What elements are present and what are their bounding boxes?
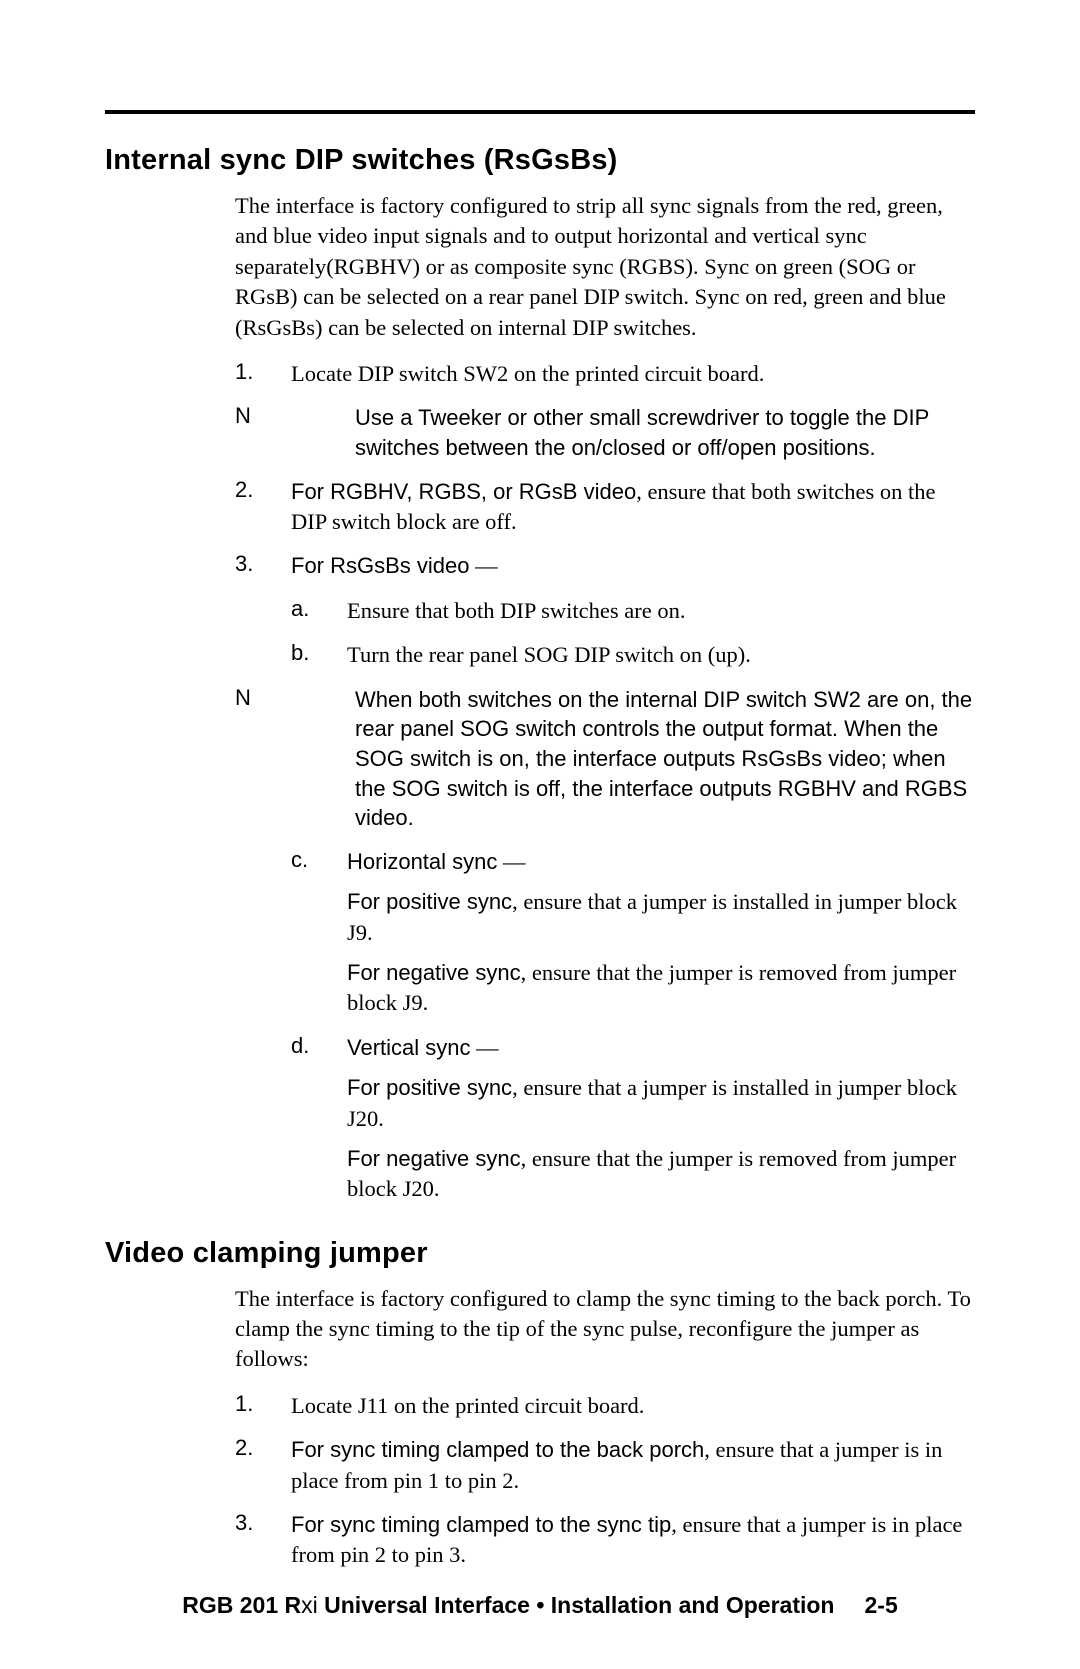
page-footer: RGB 201 Rxi Universal Interface • Instal…	[0, 1592, 1080, 1619]
section2-intro: The interface is factory configured to c…	[235, 1284, 975, 1375]
s2-step-3: 3. For sync timing clamped to the sync t…	[235, 1510, 975, 1571]
step-text: For sync timing clamped to the sync tip,…	[291, 1510, 975, 1571]
s3d-p1: For positive sync, ensure that a jumper …	[347, 1073, 975, 1134]
footer-page-number: 2-5	[865, 1592, 898, 1618]
s3c-p1-lead: For positive sync	[347, 889, 512, 914]
note-1: N Use a Tweeker or other small screwdriv…	[235, 403, 975, 462]
sub-letter: c.	[291, 847, 347, 1019]
footer-title-2: xi	[301, 1592, 318, 1618]
s3d-p2: For negative sync, ensure that the jumpe…	[347, 1144, 975, 1205]
step-3c: c. Horizontal sync — For positive sync, …	[291, 847, 975, 1019]
footer-title-1: RGB 201 R	[182, 1592, 301, 1618]
step-number: 1.	[235, 1391, 291, 1421]
s2-step-2: 2. For sync timing clamped to the back p…	[235, 1435, 975, 1496]
s2-step3-lead: For sync timing clamped to the sync tip	[291, 1512, 671, 1537]
s3d-p2-lead: For negative sync	[347, 1146, 521, 1171]
step-number: 2.	[235, 477, 291, 538]
step-3d: d. Vertical sync — For positive sync, en…	[291, 1033, 975, 1205]
s2-step-1: 1. Locate J11 on the printed circuit boa…	[235, 1391, 975, 1421]
top-rule	[105, 110, 975, 114]
note-2: N When both switches on the internal DIP…	[235, 685, 975, 833]
s3d-tail: —	[471, 1035, 499, 1060]
s2-step2-lead: For sync timing clamped to the back porc…	[291, 1437, 704, 1462]
step-text: For RGBHV, RGBS, or RGsB video, ensure t…	[291, 477, 975, 538]
step3-lead: For RsGsBs video	[291, 553, 470, 578]
sub-letter: b.	[291, 640, 347, 670]
heading-internal-sync: Internal sync DIP switches (RsGsBs)	[105, 144, 975, 177]
s3c-p2-lead: For negative sync	[347, 960, 521, 985]
s3d-p1-lead: For positive sync	[347, 1075, 512, 1100]
step-text: For RsGsBs video —	[291, 551, 975, 581]
step-1: 1. Locate DIP switch SW2 on the printed …	[235, 359, 975, 389]
note-text: Use a Tweeker or other small screwdriver…	[355, 403, 975, 462]
step3-tail: —	[470, 553, 498, 578]
step-text: Locate J11 on the printed circuit board.	[291, 1391, 975, 1421]
sub-text: Vertical sync — For positive sync, ensur…	[347, 1033, 975, 1205]
step-number: 3.	[235, 1510, 291, 1571]
note-text: When both switches on the internal DIP s…	[355, 685, 975, 833]
step3-sublist-cont: c. Horizontal sync — For positive sync, …	[291, 847, 975, 1205]
s3d-lead: Vertical sync	[347, 1035, 471, 1060]
sub-text: Ensure that both DIP switches are on.	[347, 596, 975, 626]
step-text: Locate DIP switch SW2 on the printed cir…	[291, 359, 975, 389]
step-3: 3. For RsGsBs video —	[235, 551, 975, 581]
step2-lead: For RGBHV, RGBS, or RGsB video	[291, 479, 636, 504]
sub-letter: d.	[291, 1033, 347, 1205]
note-marker: N	[235, 685, 355, 833]
footer-title-3: Universal Interface • Installation and O…	[318, 1592, 835, 1618]
step-number: 3.	[235, 551, 291, 581]
s3c-p2: For negative sync, ensure that the jumpe…	[347, 958, 975, 1019]
step3-sublist: a. Ensure that both DIP switches are on.…	[291, 596, 975, 671]
s3c-tail: —	[497, 849, 525, 874]
heading-video-clamping: Video clamping jumper	[105, 1237, 975, 1270]
sub-text: Horizontal sync — For positive sync, ens…	[347, 847, 975, 1019]
sub-text: Turn the rear panel SOG DIP switch on (u…	[347, 640, 975, 670]
step-3b: b. Turn the rear panel SOG DIP switch on…	[291, 640, 975, 670]
s3c-lead: Horizontal sync	[347, 849, 497, 874]
step-text: For sync timing clamped to the back porc…	[291, 1435, 975, 1496]
note-marker: N	[235, 403, 355, 462]
section1-intro: The interface is factory configured to s…	[235, 191, 975, 343]
section2-body: The interface is factory configured to c…	[235, 1284, 975, 1571]
s3c-p1: For positive sync, ensure that a jumper …	[347, 887, 975, 948]
section1-body: The interface is factory configured to s…	[235, 191, 975, 1205]
step-number: 2.	[235, 1435, 291, 1496]
step-2: 2. For RGBHV, RGBS, or RGsB video, ensur…	[235, 477, 975, 538]
document-page: Internal sync DIP switches (RsGsBs) The …	[0, 0, 1080, 1669]
step-3a: a. Ensure that both DIP switches are on.	[291, 596, 975, 626]
step-number: 1.	[235, 359, 291, 389]
sub-letter: a.	[291, 596, 347, 626]
